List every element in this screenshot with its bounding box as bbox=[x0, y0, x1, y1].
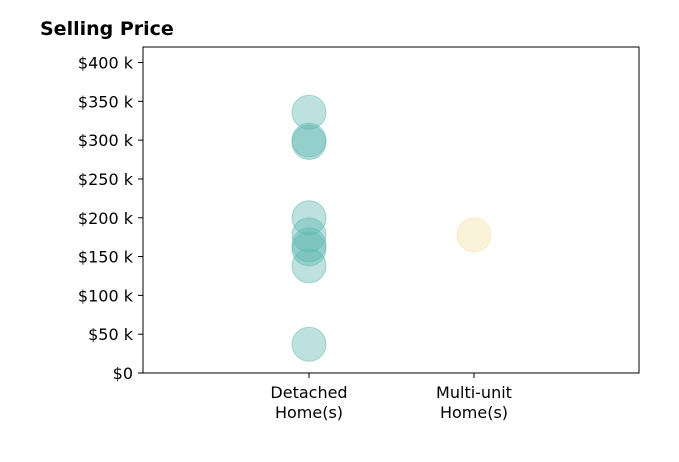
data-point bbox=[291, 326, 327, 362]
data-points bbox=[291, 94, 492, 362]
y-tick-label: $150 k bbox=[78, 248, 134, 267]
y-tick-label: $100 k bbox=[78, 286, 134, 305]
data-point bbox=[291, 200, 327, 236]
y-tick-label: $300 k bbox=[78, 131, 134, 150]
y-tick-label: $400 k bbox=[78, 54, 134, 73]
data-point bbox=[291, 227, 327, 263]
data-point bbox=[456, 217, 492, 253]
data-point bbox=[291, 94, 327, 130]
y-tick-label: $0 bbox=[113, 364, 133, 383]
x-tick-label: Multi-unit Home(s) bbox=[436, 383, 512, 422]
y-tick-label: $250 k bbox=[78, 170, 134, 189]
y-tick-label: $200 k bbox=[78, 209, 134, 228]
data-point bbox=[291, 122, 327, 158]
y-tick-label: $50 k bbox=[88, 325, 134, 344]
x-axis: Detached Home(s) Multi-unit Home(s) bbox=[270, 373, 512, 422]
x-tick-label: Detached Home(s) bbox=[270, 383, 347, 422]
plot-frame bbox=[142, 46, 640, 374]
y-tick-label: $350 k bbox=[78, 92, 134, 111]
y-axis: $0 $50 k $100 k $150 k $200 k $250 k $300 k $35… bbox=[78, 54, 143, 383]
chart-title: Selling Price bbox=[40, 18, 174, 40]
